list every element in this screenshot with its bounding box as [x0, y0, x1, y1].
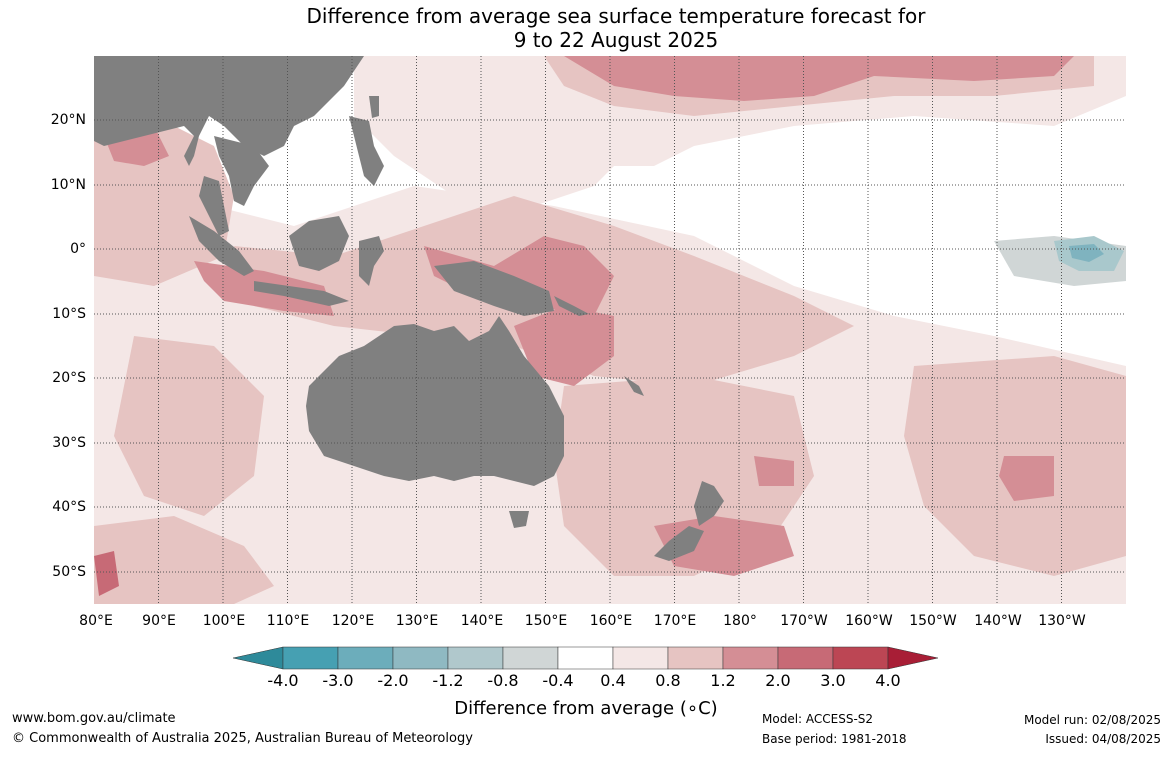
colorbar-tick-3: -2.0 [377, 671, 409, 690]
colorbar-tick-10: 2.0 [765, 671, 791, 690]
colorbar-extend-low [233, 646, 284, 670]
anomaly-mid-warm-southern [94, 516, 274, 604]
java-island [254, 281, 349, 306]
lat-label-20n: 20°N [50, 112, 86, 128]
website-link[interactable]: www.bom.gov.au/climate [12, 711, 176, 726]
malay-peninsula [199, 176, 229, 236]
anomaly-mid-warm-south-indian [114, 336, 264, 516]
asia-landmass [94, 56, 364, 166]
lon-label-150w: 150°W [909, 613, 957, 629]
tasmania-island [509, 511, 529, 528]
title-line-2: 9 to 22 August 2025 [513, 28, 719, 52]
colorbar-bin-5 [502, 646, 559, 670]
lon-label-140e: 140°E [460, 613, 504, 629]
anomaly-cool-strong-east-pacific [1069, 244, 1104, 262]
lon-label-90e: 90°E [142, 613, 176, 629]
lon-label-120e: 120°E [331, 613, 375, 629]
lat-label-30s: 30°S [52, 435, 86, 451]
lat-label-40s: 40°S [52, 499, 86, 515]
colorbar-bin-2 [337, 646, 394, 670]
borneo-island [289, 216, 349, 271]
map-title: Difference from average sea surface temp… [0, 4, 1173, 52]
colorbar-tick-9: 1.2 [710, 671, 736, 690]
model-name: Model: ACCESS-S2 [762, 712, 874, 726]
colorbar-bin-9 [722, 646, 779, 670]
colorbar-tick-1: -4.0 [267, 671, 299, 690]
sulawesi-island [359, 236, 384, 286]
sumatra-island [189, 216, 254, 276]
colorbar-bin-4 [447, 646, 504, 670]
lon-label-170w: 170°W [780, 613, 828, 629]
lon-label-180: 180° [723, 613, 757, 629]
lon-label-150e: 150°E [524, 613, 568, 629]
colorbar-bin-10 [777, 646, 834, 670]
lat-label-20s: 20°S [52, 370, 86, 386]
colorbar-bin-3 [392, 646, 449, 670]
anomaly-strong-warm-south-pacific-a [999, 456, 1054, 501]
anomaly-strong-warm-coral-sea [514, 306, 614, 386]
colorbar-tick-5: -0.8 [487, 671, 519, 690]
lon-label-160w: 160°W [845, 613, 893, 629]
map-canvas [94, 56, 1126, 604]
anomaly-strong-warm-southern-ocean [94, 551, 119, 596]
lon-label-80e: 80°E [79, 613, 113, 629]
colorbar-tick-11: 3.0 [820, 671, 846, 690]
anomaly-strong-warm-north-pacific [564, 56, 1074, 101]
lon-label-140w: 140°W [974, 613, 1022, 629]
taiwan-island [369, 96, 379, 118]
lat-label-10s: 10°S [52, 306, 86, 322]
lon-label-160e: 160°E [589, 613, 633, 629]
title-line-1: Difference from average sea surface temp… [306, 4, 926, 28]
lon-label-130w: 130°W [1038, 613, 1086, 629]
model-run-date: Model run: 02/08/2025 [1023, 713, 1161, 727]
colorbar-tick-2: -3.0 [322, 671, 354, 690]
colorbar-tick-12: 4.0 [875, 671, 901, 690]
solomon-islands [554, 296, 589, 316]
lat-label-10n: 10°N [50, 177, 86, 193]
colorbar-tick-4: -1.2 [432, 671, 464, 690]
colorbar-bin-6 [557, 646, 614, 670]
anomaly-strong-warm-south-pacific-b [754, 456, 794, 486]
philippines-islands [349, 116, 384, 186]
colorbar-extend-high [887, 646, 939, 670]
issued-date: Issued: 04/08/2025 [1045, 732, 1161, 746]
lat-label-50s: 50°S [52, 564, 86, 580]
new-caledonia-island [624, 376, 644, 396]
anomaly-strong-warm-new-guinea [424, 236, 614, 316]
new-guinea-island [434, 261, 554, 316]
lon-label-130e: 130°E [395, 613, 439, 629]
lat-label-0: 0° [70, 241, 86, 257]
lon-label-110e: 110°E [266, 613, 310, 629]
colorbar-bin-7 [612, 646, 669, 670]
new-zealand-north-island [694, 481, 724, 526]
colorbar-tick-7: 0.4 [600, 671, 626, 690]
colorbar-bin-11 [832, 646, 889, 670]
colorbar-tick-8: 0.8 [655, 671, 681, 690]
colorbar [233, 646, 939, 670]
colorbar-tick-6: -0.4 [542, 671, 574, 690]
graticule [94, 56, 1126, 604]
colorbar-bin-8 [667, 646, 724, 670]
colorbar-title: Difference from average (∘C) [454, 698, 718, 719]
lon-label-170e: 170°E [653, 613, 697, 629]
base-period: Base period: 1981-2018 [762, 732, 907, 746]
copyright-text: © Commonwealth of Australia 2025, Austra… [12, 731, 473, 746]
lon-label-100e: 100°E [202, 613, 246, 629]
sst-anomaly-map [94, 56, 1126, 604]
colorbar-bin-1 [282, 646, 339, 670]
new-zealand-south-island [654, 526, 704, 561]
indochina-peninsula [214, 136, 269, 206]
